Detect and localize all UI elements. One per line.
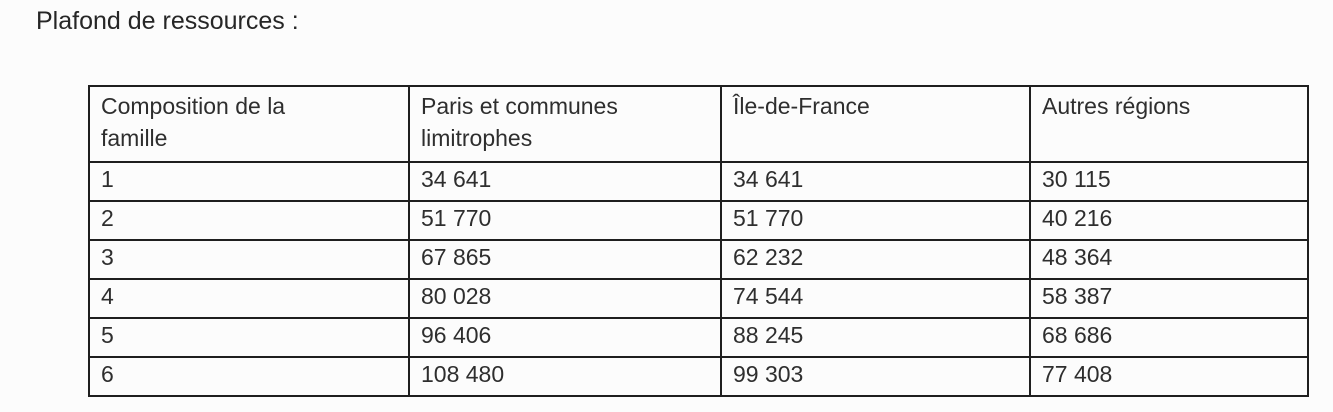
column-header-paris: Paris et communes limitrophes: [408, 85, 722, 163]
table-cell: 67 865: [408, 239, 722, 280]
table-row: 3 67 865 62 232 48 364: [88, 239, 1309, 280]
column-header-label: Autres régions: [1042, 93, 1191, 119]
table-cell: 58 387: [1029, 278, 1309, 319]
table-cell: 1: [88, 161, 410, 202]
column-header-label: Composition de la famille: [101, 93, 286, 152]
table-cell: 51 770: [720, 200, 1031, 241]
table-cell: 108 480: [408, 356, 722, 397]
table-cell: 62 232: [720, 239, 1031, 280]
page-title: Plafond de ressources :: [36, 7, 299, 35]
table-cell: 80 028: [408, 278, 722, 319]
table-cell: 30 115: [1029, 161, 1309, 202]
table-cell: 51 770: [408, 200, 722, 241]
table-row: 6 108 480 99 303 77 408: [88, 356, 1309, 397]
table-cell: 4: [88, 278, 410, 319]
table-cell: 96 406: [408, 317, 722, 358]
table-row: 5 96 406 88 245 68 686: [88, 317, 1309, 358]
column-header-family: Composition de la famille: [88, 85, 410, 163]
column-header-label: Île-de-France: [733, 93, 870, 119]
table-cell: 99 303: [720, 356, 1031, 397]
table-cell: 34 641: [408, 161, 722, 202]
column-header-regions: Autres régions: [1029, 85, 1309, 163]
column-header-idf: Île-de-France: [720, 85, 1031, 163]
table-cell: 3: [88, 239, 410, 280]
table-row: 2 51 770 51 770 40 216: [88, 200, 1309, 241]
table-cell: 74 544: [720, 278, 1031, 319]
table-header-row: Composition de la famille Paris et commu…: [88, 85, 1309, 163]
table-cell: 5: [88, 317, 410, 358]
table-cell: 77 408: [1029, 356, 1309, 397]
table-cell: 6: [88, 356, 410, 397]
table-cell: 2: [88, 200, 410, 241]
table-cell: 48 364: [1029, 239, 1309, 280]
resource-ceiling-table: Composition de la famille Paris et commu…: [88, 85, 1309, 397]
table-row: 4 80 028 74 544 58 387: [88, 278, 1309, 319]
table-cell: 88 245: [720, 317, 1031, 358]
table-row: 1 34 641 34 641 30 115: [88, 161, 1309, 202]
table-cell: 34 641: [720, 161, 1031, 202]
column-header-label: Paris et communes limitrophes: [421, 93, 618, 152]
table-cell: 68 686: [1029, 317, 1309, 358]
table-cell: 40 216: [1029, 200, 1309, 241]
